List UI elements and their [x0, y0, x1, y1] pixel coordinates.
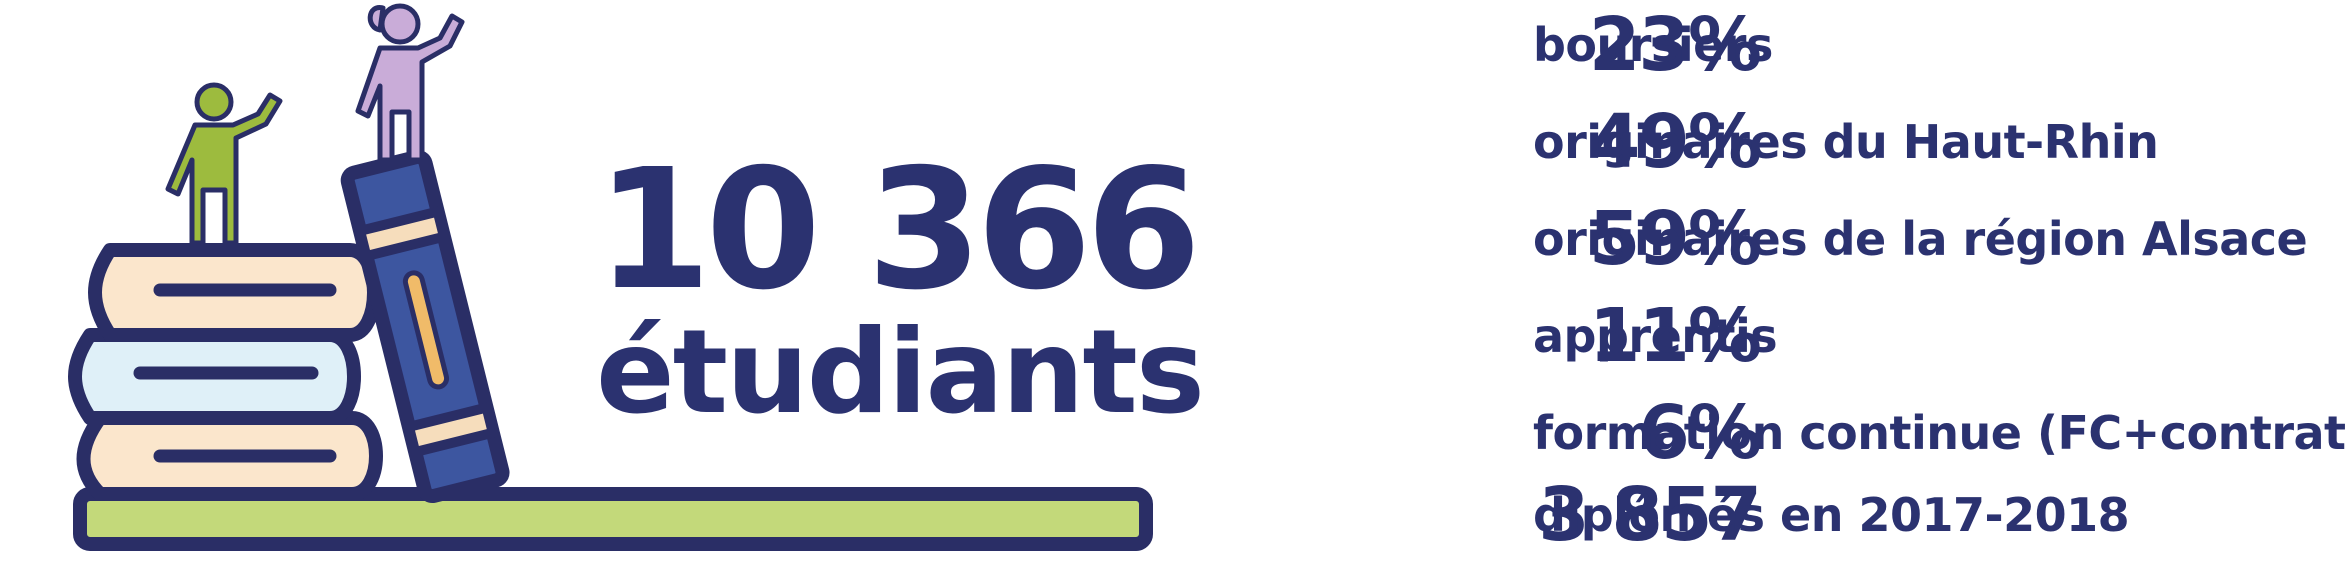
books-students-illustration	[68, 3, 1153, 551]
stat-label: originaires du Haut-Rhin	[1533, 115, 2159, 169]
book-stack-icon	[68, 243, 383, 501]
waving-girl-icon	[355, 3, 465, 163]
stat-value: 3 857	[1538, 472, 1762, 558]
leaning-book-icon	[340, 149, 510, 504]
stat-value: 59%	[1588, 196, 1762, 282]
stat-value: 23%	[1588, 2, 1762, 88]
total-students-number: 10 366	[596, 134, 1201, 327]
stat-row-formation-continue: 6% formation continue (FC+contrat pro)	[1260, 390, 2351, 486]
shelf-icon	[73, 487, 1153, 551]
stat-label: boursiers	[1533, 18, 1773, 72]
stat-row-boursiers: 23% boursiers	[1260, 8, 2350, 98]
stat-row-apprentis: 11% apprentis	[1260, 299, 2350, 389]
waving-boy-icon	[165, 82, 283, 246]
stat-row-diplomes: 3 857 diplômés en 2017-2018	[1260, 478, 2350, 568]
stat-row-alsace: 59% originaires de la région Alsace	[1260, 202, 2350, 292]
stat-value: 11%	[1588, 293, 1762, 379]
stat-label: formation continue (FC+contrat pro)	[1533, 406, 2351, 460]
stat-value: 49%	[1588, 99, 1762, 185]
stat-row-haut-rhin: 49% originaires du Haut-Rhin	[1260, 105, 2350, 195]
total-students-label: étudiants	[596, 305, 1205, 440]
stat-label: diplômés en 2017-2018	[1533, 488, 2130, 542]
stat-label: originaires de la région Alsace	[1533, 212, 2308, 266]
stat-value: 6%	[1638, 390, 1762, 476]
stat-label: apprentis	[1533, 309, 1778, 363]
